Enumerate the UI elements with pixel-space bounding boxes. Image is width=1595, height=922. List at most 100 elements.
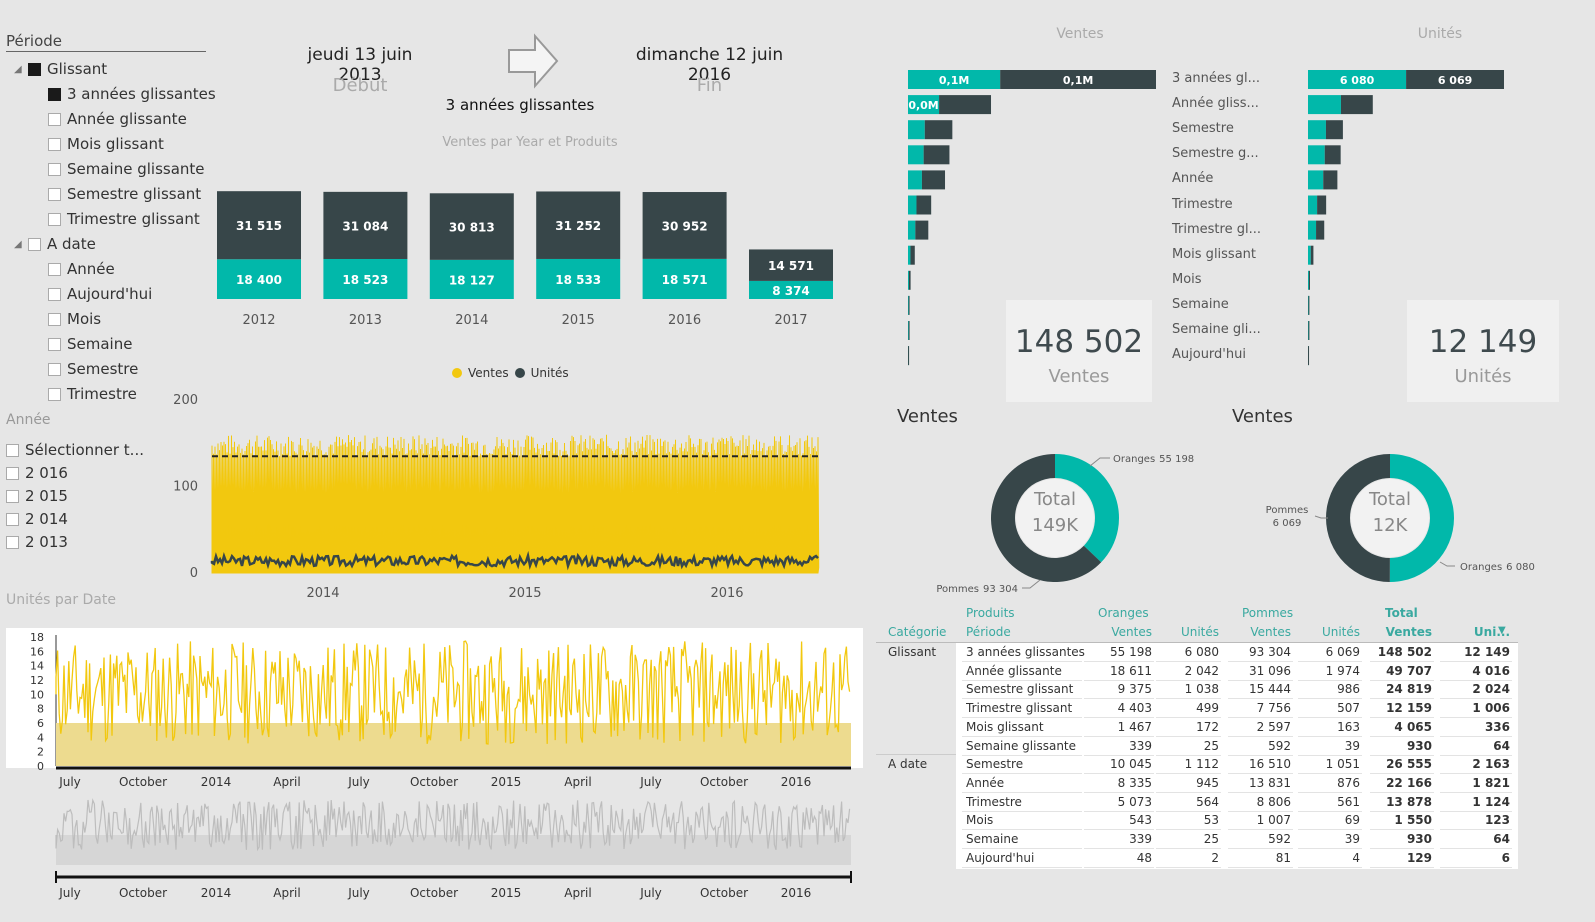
slicer-checkbox[interactable]: [28, 62, 41, 76]
x-tick-label: 2016: [710, 586, 743, 601]
value-cell: 163: [1337, 719, 1360, 734]
bar-data-label: 14 571: [768, 259, 814, 273]
slicer-item[interactable]: Année: [48, 258, 115, 280]
date-brush-chart[interactable]: July October 2014 April July October 2015 April…: [6, 795, 863, 910]
year-slicer-item[interactable]: Sélectionner t...: [6, 439, 144, 461]
hbar-segment-pommes: [921, 170, 946, 190]
slicer-checkbox[interactable]: [6, 466, 19, 480]
slicer-checkbox[interactable]: [6, 512, 19, 526]
category-label: Mois: [1172, 271, 1202, 287]
slicer-checkbox[interactable]: [48, 362, 61, 376]
slice-label-part: 6 080: [1506, 562, 1535, 573]
category-label: Trimestre: [1172, 196, 1233, 212]
hbar-segment-pommes: [915, 220, 929, 240]
slicer-checkbox[interactable]: [48, 337, 61, 351]
value-cell: 31 096: [1249, 663, 1291, 678]
slicer-item[interactable]: Année glissante: [48, 108, 187, 130]
row-gridline: [962, 754, 1082, 756]
area-chart-title: Unités par Date: [6, 592, 116, 608]
slicer-item[interactable]: Mois glissant: [48, 133, 164, 155]
row-gridline: [1298, 698, 1362, 700]
sort-desc-icon[interactable]: ▼: [1498, 625, 1506, 636]
donut-slice-oranges: [1055, 454, 1119, 563]
slice-label: Pommes 93 304: [936, 584, 1018, 595]
slicer-item[interactable]: Aujourd'hui: [48, 283, 152, 305]
slicer-item[interactable]: Mois: [48, 308, 101, 330]
row-gridline: [962, 773, 1082, 775]
slicer-checkbox[interactable]: [28, 237, 41, 251]
row-gridline: [1084, 791, 1154, 793]
hbar-segment-pommes: [916, 195, 932, 215]
row-gridline: [1228, 754, 1293, 756]
hbar-segment-pommes: [1340, 95, 1373, 115]
row-gridline: [1298, 679, 1362, 681]
row-gridline: [1370, 866, 1434, 868]
slicer-checkbox[interactable]: [48, 387, 61, 401]
slicer-checkbox[interactable]: [6, 443, 19, 457]
donut-total-value: 12K: [1373, 515, 1409, 536]
slicer-item[interactable]: Semestre glissant: [48, 183, 201, 205]
periode-cell: Semestre glissant: [966, 682, 1074, 697]
year-label: Sélectionner t...: [25, 441, 144, 459]
year-slicer-item[interactable]: 2 015: [6, 485, 68, 507]
row-gridline: [1298, 717, 1362, 719]
slicer-item[interactable]: 3 années glissantes: [48, 83, 216, 105]
legend-unites: Unités: [530, 366, 569, 380]
row-gridline: [1228, 773, 1293, 775]
slicer-checkbox[interactable]: [48, 287, 61, 301]
value-cell: 876: [1337, 775, 1360, 790]
value-cell: 6 069: [1325, 645, 1360, 659]
slicer-item[interactable]: Semaine: [48, 333, 132, 355]
year-slicer-item[interactable]: 2 013: [6, 531, 68, 553]
slicer-checkbox[interactable]: [48, 87, 61, 101]
slice-label-part: 93 304: [983, 584, 1018, 595]
row-gridline: [962, 791, 1082, 793]
slicer-checkbox[interactable]: [6, 489, 19, 503]
value-cell: 930: [1406, 832, 1432, 846]
legend-ventes: Ventes: [468, 366, 509, 380]
row-gridline: [1370, 735, 1434, 737]
value-cell: 592: [1268, 738, 1291, 753]
slicer-checkbox[interactable]: [48, 262, 61, 276]
row-gridline: [962, 735, 1082, 737]
row-gridline: [1156, 791, 1221, 793]
x-tick-label: 2015: [491, 886, 522, 900]
slicer-item[interactable]: Trimestre: [48, 383, 137, 405]
slicer-checkbox[interactable]: [48, 137, 61, 151]
bar-segment-ventes: [429, 259, 514, 299]
slicer-item[interactable]: Semestre: [48, 358, 138, 380]
year-slicer-item[interactable]: 2 014: [6, 508, 68, 530]
hbar-segment-pommes: [908, 346, 910, 366]
slicer-group-0[interactable]: ◢ Glissant: [14, 58, 107, 80]
y-tick-label: 16: [30, 645, 44, 658]
slicer-item[interactable]: Semaine glissante: [48, 158, 205, 180]
slicer-checkbox[interactable]: [48, 212, 61, 226]
row-gridline: [1228, 848, 1293, 849]
row-gridline: [1298, 866, 1362, 868]
value-cell: 13 878: [1386, 794, 1432, 809]
slicer-checkbox[interactable]: [6, 535, 19, 549]
year-slicer-item[interactable]: 2 016: [6, 462, 68, 484]
year-label: 2 015: [25, 487, 68, 505]
bar-data-label: 18 571: [662, 273, 708, 287]
hbar-segment-oranges: [908, 220, 916, 240]
slicer-checkbox[interactable]: [48, 162, 61, 176]
donut-slice-oranges: [1389, 454, 1455, 582]
category-label: Trimestre gl...: [1172, 221, 1261, 237]
hbar-segment-pommes: [1324, 145, 1341, 165]
slicer-item[interactable]: Trimestre glissant: [48, 208, 200, 230]
slicer-checkbox[interactable]: [48, 187, 61, 201]
year-slicer-title: Année: [6, 412, 51, 428]
x-tick-label: 2014: [306, 586, 339, 601]
slicer-checkbox[interactable]: [48, 112, 61, 126]
ventes-series: [211, 434, 820, 574]
slicer-group-1[interactable]: ◢ A date: [14, 233, 96, 255]
x-tick-label: 2015: [508, 586, 541, 601]
category-label: Année gliss...: [1172, 96, 1259, 112]
collapse-icon[interactable]: ◢: [14, 63, 22, 75]
x-tick-label: 2015: [491, 775, 522, 789]
collapse-icon[interactable]: ◢: [14, 238, 22, 250]
slicer-checkbox[interactable]: [48, 312, 61, 326]
x-tick-label: October: [119, 775, 167, 789]
hbar-segment-oranges: [908, 120, 925, 140]
